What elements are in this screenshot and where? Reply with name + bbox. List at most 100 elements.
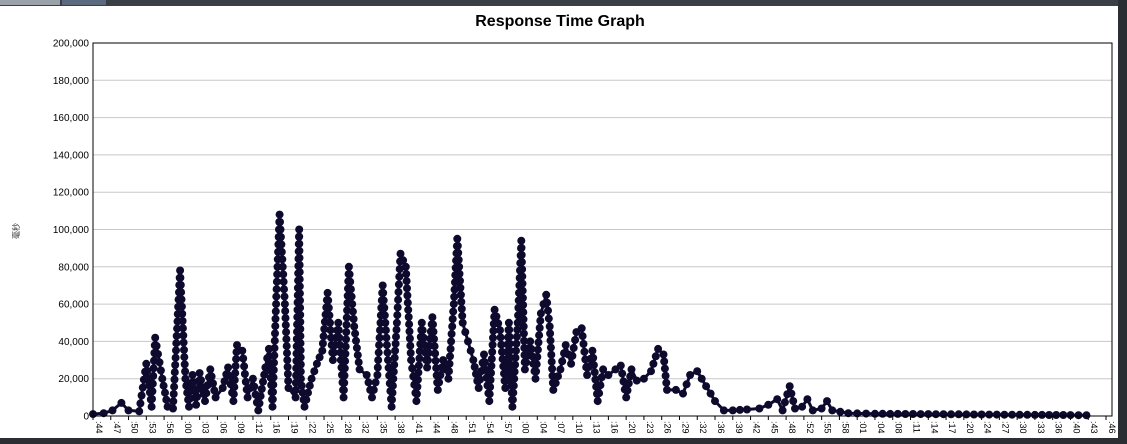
data-point [595,389,604,398]
data-point [394,288,403,297]
data-point [179,338,188,347]
window-tab-active[interactable] [62,0,106,5]
data-point [901,410,910,418]
data-point [270,351,279,360]
data-point [324,303,333,312]
y-axis-ticks: 0 20,000 40,000 60,000 80,000 100,000 120,000 1… [53,39,90,423]
data-point [151,333,160,342]
data-point [162,395,171,404]
data-point [430,335,438,343]
data-point [454,255,463,264]
y-tick-label: 160,000 [53,113,90,124]
data-point [823,397,831,406]
data-point [662,378,671,387]
data-point [517,258,526,267]
data-point [487,354,496,363]
data-point [250,382,259,391]
data-point [276,233,285,241]
data-point [295,282,304,291]
data-point [280,285,288,294]
data-point [170,375,179,384]
x-tick-label: :00 [183,421,193,434]
data-point [188,371,197,379]
data-point [578,332,587,341]
data-point [654,344,663,353]
x-tick-label: :46 [1107,421,1117,434]
data-point [296,303,305,312]
data-point [207,372,216,381]
data-point [423,363,432,372]
data-point [318,346,327,355]
data-point [342,328,351,337]
data-point [476,375,484,384]
data-point [295,239,304,248]
data-point [431,349,440,358]
data-point [326,318,334,327]
data-point [447,329,456,338]
data-point [487,369,495,377]
data-point [558,357,567,366]
data-point [402,277,411,286]
data-point [396,249,405,258]
data-point [272,300,281,309]
x-tick-label: :24 [983,421,993,434]
data-point [271,329,279,338]
data-point [176,266,185,275]
data-point [381,326,390,335]
x-tick-label: :09 [236,421,246,434]
data-point [379,296,388,305]
data-point [659,350,668,359]
x-tick-label: :22 [307,421,317,434]
data-point [211,393,220,402]
data-point [279,270,288,279]
data-point [239,354,248,363]
data-point [660,357,669,366]
data-point [304,388,312,397]
data-point [486,383,495,391]
data-point [546,343,555,352]
data-point [282,335,291,344]
data-point [241,377,250,386]
data-point [209,379,217,388]
x-axis-ticks: :44:47:50:53:56:00:03:06:09:12:16:19:22:… [92,416,1117,434]
data-point [354,358,363,367]
data-point [171,353,180,362]
data-point [181,374,190,383]
data-point [143,366,152,375]
data-point [282,342,291,351]
data-point [909,410,917,418]
data-point [180,360,189,369]
data-point [296,339,305,348]
data-point [276,218,284,226]
data-point [404,305,413,314]
x-tick-label: :20 [965,421,975,434]
data-point [339,386,348,395]
data-point [412,397,421,406]
data-point [457,304,466,313]
data-point [789,397,798,406]
data-point [388,388,397,397]
data-point [596,381,605,390]
x-tick-label: :51 [467,421,477,434]
data-point [798,402,807,411]
data-point [178,324,187,333]
data-point [229,397,238,406]
window-tab[interactable] [0,0,60,5]
data-point [269,380,278,389]
data-point [296,317,305,326]
data-point [546,336,555,345]
data-point [511,353,520,362]
data-point [518,293,527,302]
data-point [348,300,357,309]
data-point [296,346,305,355]
data-point [148,387,157,396]
data-point [238,346,247,355]
gridlines [93,79,1112,380]
data-point [512,339,521,348]
data-point [535,323,544,332]
data-point [686,371,695,379]
data-point [315,353,324,362]
data-point [148,379,157,388]
data-point [622,393,631,402]
data-point [508,402,517,411]
